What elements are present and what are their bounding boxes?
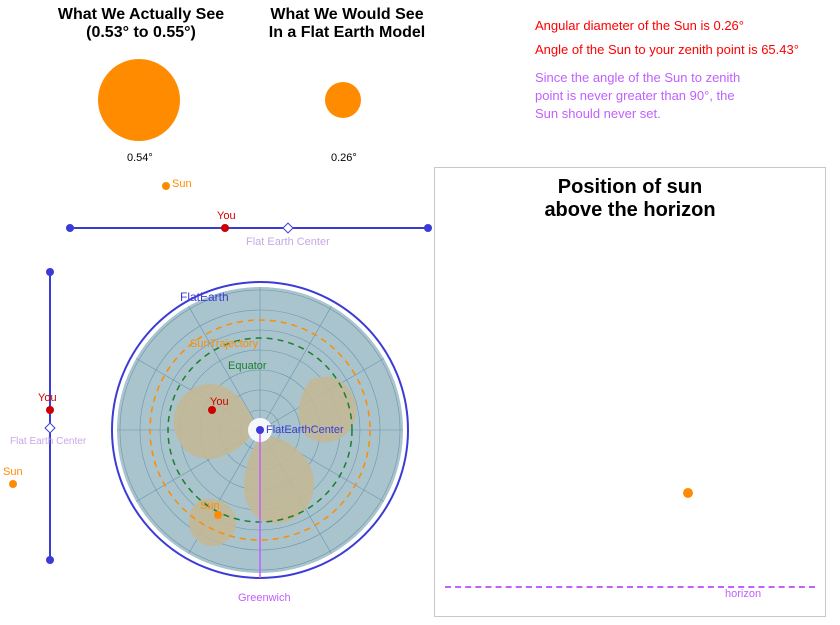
sun-small bbox=[325, 82, 361, 118]
heading-would-line1: What We Would See bbox=[242, 6, 452, 24]
heading-actual-line1: What We Actually See bbox=[26, 6, 256, 24]
horiz-fec-label: Flat Earth Center bbox=[246, 236, 330, 248]
heading-actual: What We Actually See (0.53° to 0.55°) bbox=[26, 6, 256, 42]
disk-equator-label: Equator bbox=[228, 360, 267, 372]
disk-sun-label: Sun bbox=[200, 500, 220, 512]
vert-end-top bbox=[46, 268, 54, 276]
horiz-end-left bbox=[66, 224, 74, 232]
vert-sun-label: Sun bbox=[3, 466, 23, 478]
info-line5: Sun should never set. bbox=[535, 106, 661, 121]
disk-you-label: You bbox=[210, 396, 229, 408]
panel-title1: Position of sun bbox=[435, 176, 825, 199]
vert-sun-pt bbox=[9, 480, 17, 488]
horizon-panel: Position of sun above the horizon horizo… bbox=[434, 167, 826, 617]
vert-end-bot bbox=[46, 556, 54, 564]
disk-fec-label: FlatEarthCenter bbox=[266, 424, 344, 436]
vert-you-pt bbox=[46, 406, 54, 414]
disk-flatearth-label: FlatEarth bbox=[180, 290, 229, 304]
flat-earth-disk bbox=[110, 280, 410, 580]
panel-sun-pt bbox=[683, 488, 693, 498]
vert-fec-label: Flat Earth Center bbox=[10, 436, 86, 447]
disk-suntraj-label: SunTrajectory bbox=[190, 338, 258, 350]
sun-small-label: 0.26° bbox=[331, 152, 357, 164]
horiz-end-right bbox=[424, 224, 432, 232]
info-line2: Angle of the Sun to your zenith point is… bbox=[535, 42, 799, 57]
disk-greenwich-label: Greenwich bbox=[238, 592, 291, 604]
vert-you-label: You bbox=[38, 392, 57, 404]
sun-big bbox=[98, 59, 180, 141]
vert-line bbox=[49, 272, 51, 560]
info-line1: Angular diameter of the Sun is 0.26° bbox=[535, 18, 744, 33]
horiz-you-pt bbox=[221, 224, 229, 232]
panel-horizon-label: horizon bbox=[725, 588, 761, 600]
horiz-sun-pt bbox=[162, 182, 170, 190]
horiz-you-label: You bbox=[217, 210, 236, 222]
heading-actual-line2: (0.53° to 0.55°) bbox=[26, 24, 256, 42]
horiz-line bbox=[70, 227, 428, 229]
horiz-fec-marker bbox=[282, 222, 293, 233]
info-line3: Since the angle of the Sun to zenith bbox=[535, 70, 740, 85]
horiz-sun-label: Sun bbox=[172, 178, 192, 190]
sun-big-label: 0.54° bbox=[127, 152, 153, 164]
heading-would-line2: In a Flat Earth Model bbox=[242, 24, 452, 42]
vert-fec-marker bbox=[44, 422, 55, 433]
panel-title2: above the horizon bbox=[435, 199, 825, 222]
info-line4: point is never greater than 90°, the bbox=[535, 88, 735, 103]
heading-would: What We Would See In a Flat Earth Model bbox=[242, 6, 452, 42]
